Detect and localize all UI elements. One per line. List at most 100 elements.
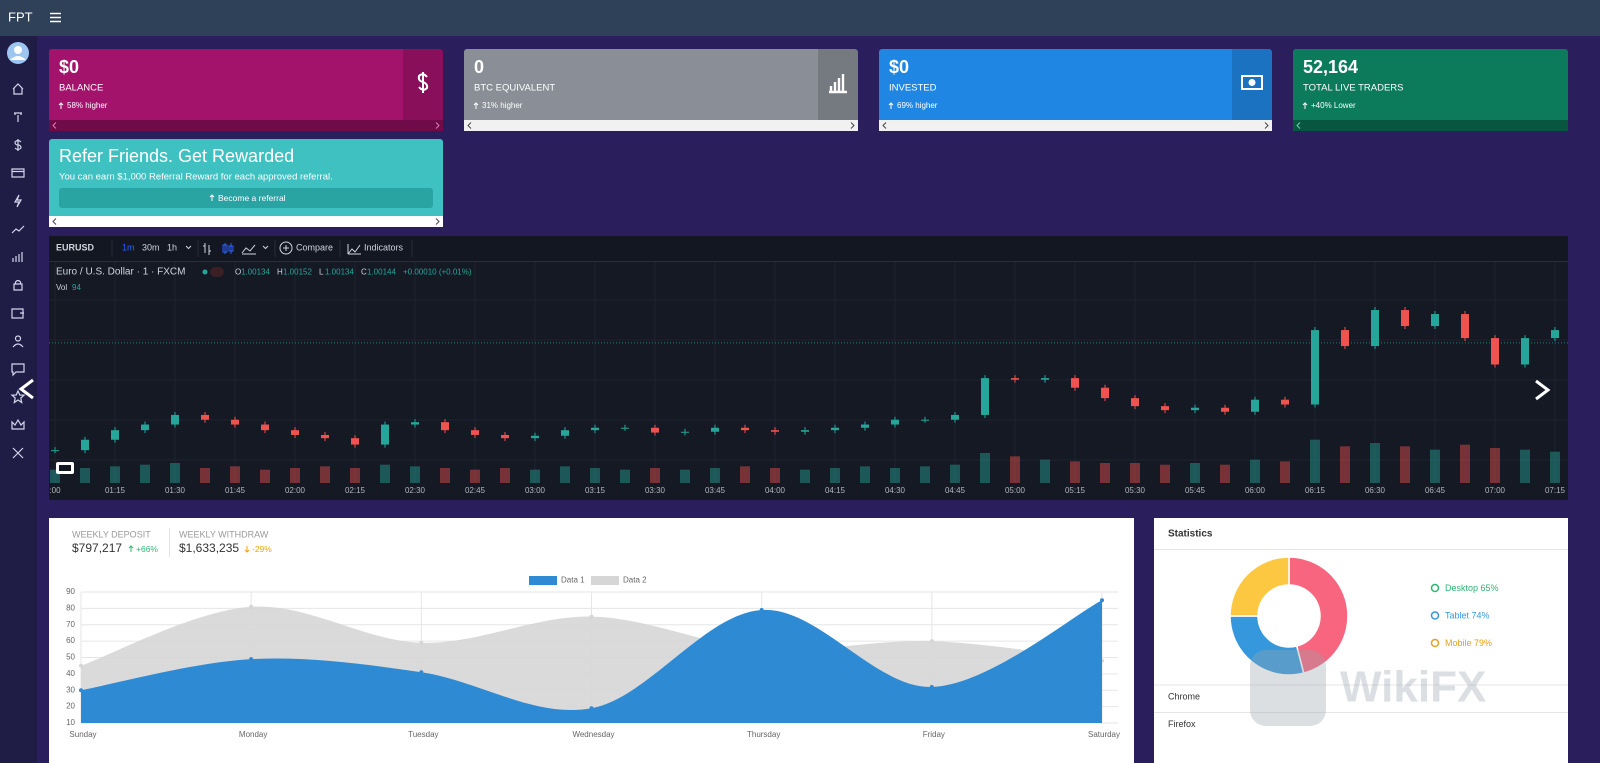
sidebar-icon[interactable] [11, 363, 25, 377]
chart-style-icon[interactable] [241, 244, 256, 255]
candle-body [171, 414, 179, 425]
sidebar-icon[interactable] [12, 83, 24, 95]
referral-button[interactable] [59, 188, 433, 208]
chart-style-icon[interactable] [203, 243, 211, 255]
volume-bar [470, 469, 480, 483]
time-label: 03:00 [525, 486, 546, 495]
legend-label: Desktop 65% [1445, 583, 1499, 593]
time-label: 02:30 [405, 486, 426, 495]
sidebar-icon[interactable] [12, 447, 24, 459]
interval[interactable]: 1h [167, 242, 177, 252]
scroll-arrow[interactable] [882, 122, 887, 129]
volume-bar [1040, 459, 1050, 483]
volume-bar [500, 468, 510, 483]
candle-body [231, 419, 239, 425]
candle-body [51, 450, 59, 452]
ohlc-value: 1.00134 [325, 268, 354, 277]
x-tick-label: Tuesday [408, 730, 438, 739]
card-change: 31% higher [482, 101, 523, 110]
candle-body [771, 430, 779, 432]
volume-bar [1130, 463, 1140, 483]
sidebar-icon[interactable] [10, 389, 26, 404]
candle-body [501, 434, 509, 439]
menu-toggle[interactable] [50, 12, 61, 23]
time-label: 05:15 [1065, 486, 1086, 495]
volume-bar [620, 469, 630, 483]
toolbar-tool[interactable]: Indicators [364, 242, 404, 252]
legend-swatch [591, 576, 619, 585]
candle-body [201, 414, 209, 420]
time-label: 03:15 [585, 486, 606, 495]
ohlc-label: H [277, 268, 283, 277]
data-point [249, 604, 254, 609]
candle-body [321, 434, 329, 439]
time-label: 04:00 [765, 486, 786, 495]
card-change: 58% higher [67, 101, 108, 110]
x-tick-label: Wednesday [572, 730, 614, 739]
scroll-arrow[interactable] [52, 218, 440, 225]
volume-bar [380, 464, 390, 483]
statistics-panel [1154, 518, 1568, 763]
symbol[interactable]: EURUSD [56, 242, 95, 252]
volume-bar [200, 468, 210, 483]
sidebar-icon[interactable] [12, 335, 24, 348]
candle-body [711, 427, 719, 432]
candle-body [1431, 314, 1439, 327]
card-icon [417, 72, 429, 93]
sidebar-icon[interactable] [13, 194, 23, 208]
doughnut-slice [1229, 556, 1290, 617]
stat-card [879, 49, 1272, 131]
chart-style-icon[interactable] [222, 243, 234, 254]
card-icon [829, 74, 847, 94]
volume-bar [560, 466, 570, 483]
scroll-arrow[interactable] [1264, 122, 1269, 129]
sidebar-icon[interactable] [11, 308, 24, 319]
toolbar-tool[interactable]: Compare [296, 242, 333, 252]
volume-bar [650, 468, 660, 483]
time-label: 07:00 [1485, 486, 1506, 495]
y-tick-label: 90 [66, 587, 75, 596]
ohlc-label: C [361, 268, 367, 277]
data-point [249, 657, 254, 662]
carousel-prev[interactable] [18, 378, 34, 400]
scroll-arrow[interactable] [467, 122, 472, 129]
card-label: BTC EQUIVALENT [474, 83, 555, 94]
interval[interactable]: 30m [142, 242, 160, 252]
x-tick-label: Thursday [747, 730, 780, 739]
y-tick-label: 40 [66, 669, 75, 678]
weekly-label: WEEKLY WITHDRAW [179, 529, 269, 539]
ohlc-label: L [319, 268, 324, 277]
scroll-arrow[interactable] [1296, 122, 1301, 129]
volume-bar [1430, 449, 1440, 483]
time-label: 01:45 [225, 486, 246, 495]
sidebar-icon[interactable] [11, 418, 25, 430]
volume-bar [890, 468, 900, 483]
scroll-arrow[interactable] [52, 122, 57, 129]
sidebar-icon[interactable] [11, 168, 25, 178]
volume-bar [770, 468, 780, 483]
volume-bar [590, 468, 600, 483]
scroll-arrow[interactable] [850, 122, 855, 129]
volume-bar [740, 466, 750, 483]
time-label: 04:45 [945, 486, 966, 495]
sidebar-icon[interactable] [14, 139, 22, 151]
interval[interactable]: 1m [122, 242, 135, 252]
candle-body [1461, 314, 1469, 339]
carousel-next[interactable] [1535, 379, 1551, 401]
time-label: 03:45 [705, 486, 726, 495]
sidebar-icon[interactable] [14, 112, 22, 122]
doughnut-slice [1288, 556, 1349, 675]
volume-bar [1340, 446, 1350, 483]
volume-bar [410, 466, 420, 483]
sidebar-icon[interactable] [11, 225, 25, 234]
sidebar-icon[interactable] [12, 252, 23, 262]
y-tick-label: 50 [66, 653, 75, 662]
volume-bar [680, 469, 690, 483]
candle-body [1311, 330, 1319, 405]
candle-body [441, 422, 449, 431]
volume-bar [1370, 443, 1380, 483]
sidebar-icon[interactable] [13, 279, 23, 291]
compare-icon [283, 245, 289, 251]
scroll-arrow[interactable] [435, 122, 440, 129]
volume-value: 94 [72, 283, 81, 292]
